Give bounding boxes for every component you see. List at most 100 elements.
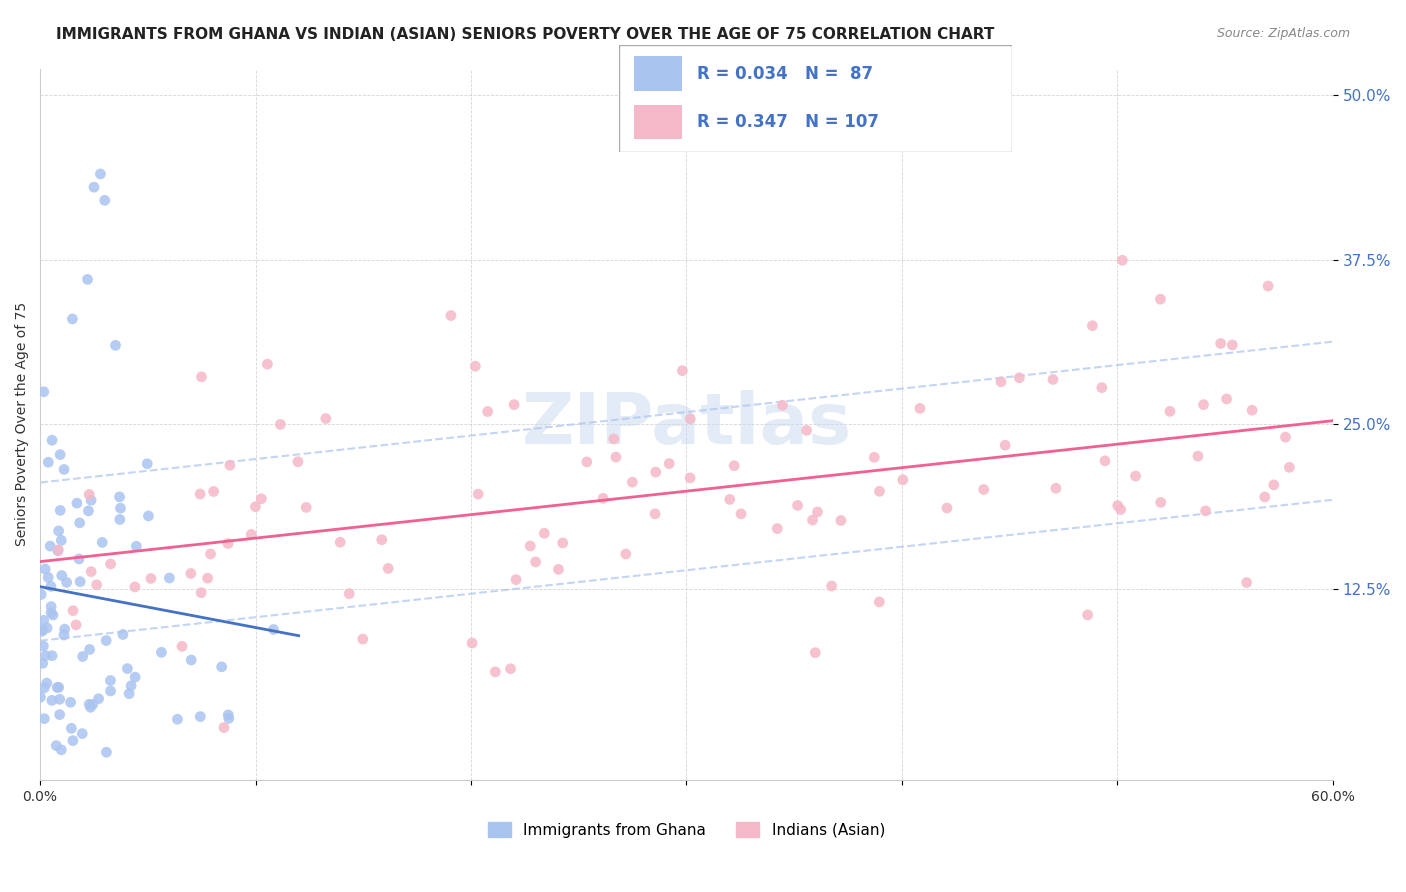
Point (82, 698, 104, 712)
Point (503, 398, 526, 412)
Point (139, 571, 162, 585)
Point (138, 508, 160, 523)
Point (37, 570, 59, 584)
Point (1042, 372, 1064, 386)
Point (157, 571, 180, 585)
Point (1187, 449, 1209, 463)
Point (868, 595, 890, 609)
Point (212, 721, 235, 735)
Point (86, 578, 108, 592)
Point (190, 369, 212, 384)
Point (973, 483, 995, 497)
Point (188, 487, 211, 501)
Point (211, 660, 233, 674)
FancyBboxPatch shape (619, 45, 1012, 152)
Point (80, 493, 103, 508)
Point (1220, 338, 1243, 352)
Point (461, 636, 484, 650)
Point (79, 642, 101, 657)
Point (35, 676, 58, 690)
Point (804, 646, 827, 660)
Point (679, 412, 702, 426)
Point (62, 604, 84, 618)
Point (65, 618, 87, 632)
Point (32, 712, 55, 726)
Point (1215, 392, 1237, 406)
Point (32, 639, 55, 653)
Point (614, 547, 637, 561)
Point (170, 640, 193, 654)
Point (1257, 279, 1279, 293)
Point (551, 536, 574, 550)
Point (440, 309, 463, 323)
Point (72, 726, 94, 740)
Point (240, 527, 263, 541)
Point (124, 670, 146, 684)
Point (1254, 490, 1277, 504)
Point (477, 404, 499, 418)
Point (52, 628, 75, 642)
Point (200, 547, 222, 561)
Point (48, 524, 70, 538)
Point (1194, 504, 1216, 518)
Text: R = 0.347   N = 107: R = 0.347 N = 107 (697, 112, 879, 130)
Text: ZIPatlas: ZIPatlas (522, 390, 852, 458)
Point (150, 645, 173, 659)
Point (891, 473, 914, 487)
Point (32, 681, 55, 695)
Text: IMMIGRANTS FROM GHANA VS INDIAN (ASIAN) SENIORS POVERTY OVER THE AGE OF 75 CORRE: IMMIGRANTS FROM GHANA VS INDIAN (ASIAN) … (56, 27, 994, 42)
Point (820, 579, 842, 593)
Text: Source: ZipAtlas.com: Source: ZipAtlas.com (1216, 27, 1350, 40)
Point (519, 539, 541, 553)
Point (49, 503, 72, 517)
Point (990, 375, 1012, 389)
Point (796, 423, 818, 437)
Point (76, 272, 98, 286)
Point (83, 180, 105, 194)
Point (67, 552, 90, 566)
Point (1091, 381, 1114, 395)
Point (48, 692, 70, 706)
Point (869, 484, 891, 499)
Point (1263, 478, 1285, 492)
Point (31, 657, 53, 671)
Point (39, 606, 62, 620)
Point (505, 573, 527, 587)
Point (679, 471, 702, 485)
Point (87, 691, 110, 706)
Point (1274, 430, 1296, 444)
Point (42, 607, 65, 622)
Point (218, 711, 240, 725)
Point (644, 507, 666, 521)
Point (69, 516, 91, 530)
Point (658, 457, 681, 471)
Point (806, 505, 828, 519)
Point (37, 621, 59, 635)
Point (41, 648, 63, 663)
Point (723, 458, 745, 473)
Point (66, 496, 89, 510)
Point (1109, 502, 1132, 516)
Point (77, 487, 100, 501)
Point (100, 557, 122, 571)
Point (120, 679, 142, 693)
Point (34, 648, 56, 663)
Point (34, 562, 56, 576)
Point (31, 623, 53, 637)
Point (377, 561, 399, 575)
FancyBboxPatch shape (634, 56, 682, 91)
Point (484, 665, 506, 679)
Point (41, 433, 63, 447)
Point (39, 539, 62, 553)
Point (46, 543, 69, 558)
Point (31, 624, 53, 639)
Point (605, 450, 627, 464)
Point (30, 690, 52, 705)
Point (136, 457, 159, 471)
Point (49, 448, 72, 462)
Point (524, 555, 547, 569)
Point (250, 491, 273, 506)
Point (51, 568, 73, 582)
Y-axis label: Seniors Poverty Over the Age of 75: Seniors Poverty Over the Age of 75 (15, 302, 30, 547)
Point (100, 673, 122, 688)
